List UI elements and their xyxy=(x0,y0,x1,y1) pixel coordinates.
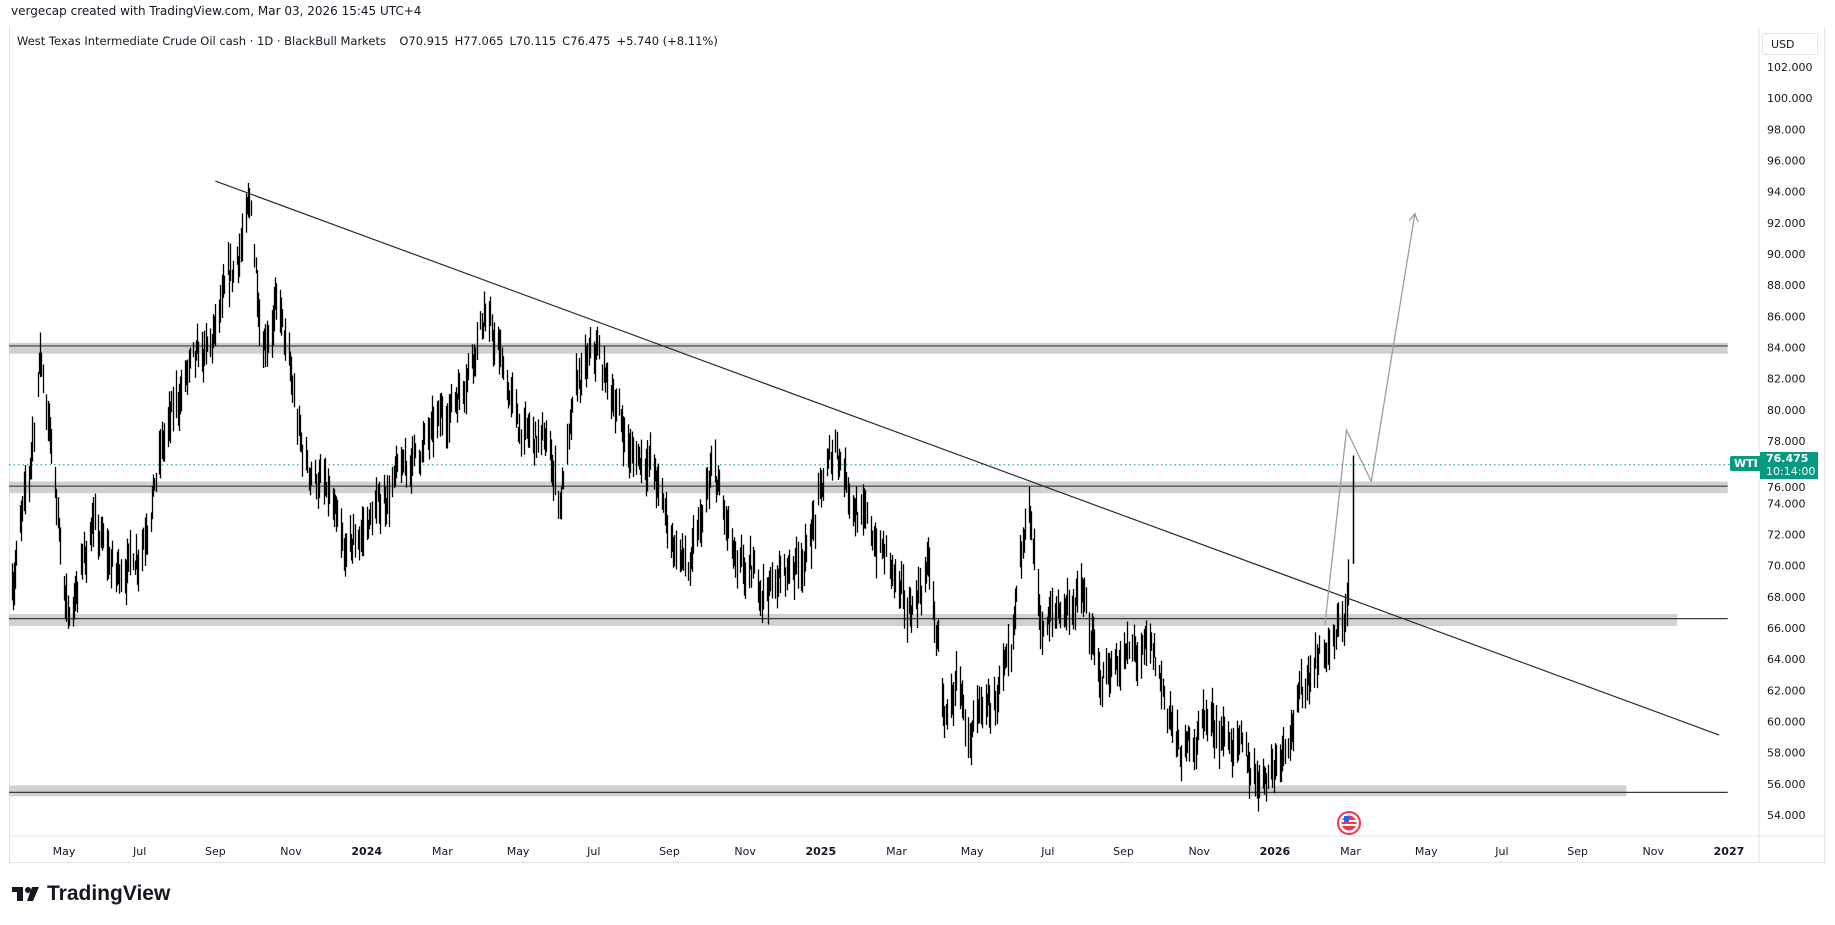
time-axis-label: Nov xyxy=(1643,845,1665,858)
time-axis-label: 2027 xyxy=(1714,845,1745,858)
chart-frame xyxy=(9,27,1825,863)
price-axis-label: 82.000 xyxy=(1767,373,1806,386)
projection-path xyxy=(1324,213,1416,625)
tradingview-logo[interactable]: TradingView xyxy=(12,882,170,906)
support-resistance-zone xyxy=(9,342,1728,354)
time-axis-label: May xyxy=(961,845,984,858)
time-axis-label: 2026 xyxy=(1260,845,1291,858)
time-axis-label: Jul xyxy=(1040,845,1054,858)
price-axis-label: 68.000 xyxy=(1767,591,1806,604)
time-axis-label: Jul xyxy=(1494,845,1508,858)
last-price-label: 76.475 10:14:00 xyxy=(1760,452,1818,479)
price-axis-label: 88.000 xyxy=(1767,279,1806,292)
time-axis-label: 2025 xyxy=(805,845,836,858)
price-axis-label: 72.000 xyxy=(1767,528,1806,541)
ohlc-open: O70.915 xyxy=(399,34,449,48)
price-axis-label: 98.000 xyxy=(1767,123,1806,136)
price-axis-label: 86.000 xyxy=(1767,310,1806,323)
time-axis-label: May xyxy=(53,845,76,858)
time-axis-label: Nov xyxy=(734,845,756,858)
time-axis-label: May xyxy=(1415,845,1438,858)
price-axis-label: 74.000 xyxy=(1767,497,1806,510)
projection-arrowhead-icon xyxy=(1408,212,1419,223)
price-axis-label: 94.000 xyxy=(1767,186,1806,199)
symbol-tag: WTI xyxy=(1730,456,1762,471)
time-axis-label: Jul xyxy=(132,845,146,858)
chart-credit: vergecap created with TradingView.com, M… xyxy=(11,4,422,18)
ohlc-low: L70.115 xyxy=(509,34,557,48)
time-axis-label: 2024 xyxy=(351,845,382,858)
price-axis-label: 66.000 xyxy=(1767,622,1806,635)
support-resistance-zone xyxy=(9,613,1678,626)
price-axis-label: 102.000 xyxy=(1767,61,1813,74)
time-axis-label: Mar xyxy=(432,845,453,858)
price-axis-label: 90.000 xyxy=(1767,248,1806,261)
price-axis-label: 58.000 xyxy=(1767,747,1806,760)
price-axis-label: 64.000 xyxy=(1767,653,1806,666)
ohlc-high: H77.065 xyxy=(454,34,504,48)
time-axis-label: Mar xyxy=(1340,845,1361,858)
tradingview-logo-icon xyxy=(12,887,39,901)
time-axis-label: Mar xyxy=(886,845,907,858)
support-resistance-zone xyxy=(9,481,1728,494)
price-axis-label: 84.000 xyxy=(1767,341,1806,354)
descending-trendline xyxy=(215,180,1720,736)
time-axis-label: Sep xyxy=(205,845,226,858)
time-axis-label: Nov xyxy=(280,845,302,858)
symbol-legend[interactable]: West Texas Intermediate Crude Oil cash ·… xyxy=(17,34,724,48)
ohlc-close: C76.475 xyxy=(562,34,611,48)
bar-countdown: 10:14:00 xyxy=(1766,464,1816,478)
time-axis-label: Jul xyxy=(586,845,600,858)
time-axis-label: May xyxy=(507,845,530,858)
price-axis-label: 78.000 xyxy=(1767,435,1806,448)
currency-button[interactable]: USD xyxy=(1762,33,1818,55)
price-axis-label: 92.000 xyxy=(1767,217,1806,230)
change-value: +5.740 (+8.11%) xyxy=(616,34,718,48)
price-axis-label: 54.000 xyxy=(1767,809,1806,822)
last-price-value: 76.475 xyxy=(1766,452,1809,465)
time-axis-label: Sep xyxy=(1113,845,1134,858)
symbol-title: West Texas Intermediate Crude Oil cash ·… xyxy=(17,34,387,48)
time-axis-label: Nov xyxy=(1188,845,1210,858)
us-flag-event-icon[interactable] xyxy=(1337,811,1361,835)
price-axis-label: 80.000 xyxy=(1767,404,1806,417)
time-axis-label: Sep xyxy=(1567,845,1588,858)
time-axis-label: Sep xyxy=(659,845,680,858)
support-resistance-zone xyxy=(9,785,1627,797)
price-axis-label: 100.000 xyxy=(1767,92,1813,105)
brand-name: TradingView xyxy=(47,882,171,905)
price-axis-label: 60.000 xyxy=(1767,715,1806,728)
price-axis-label: 70.000 xyxy=(1767,560,1806,573)
price-axis-label: 62.000 xyxy=(1767,684,1806,697)
price-axis-label: 96.000 xyxy=(1767,154,1806,167)
price-axis-label: 56.000 xyxy=(1767,778,1806,791)
price-axis-label: 76.000 xyxy=(1767,481,1806,494)
